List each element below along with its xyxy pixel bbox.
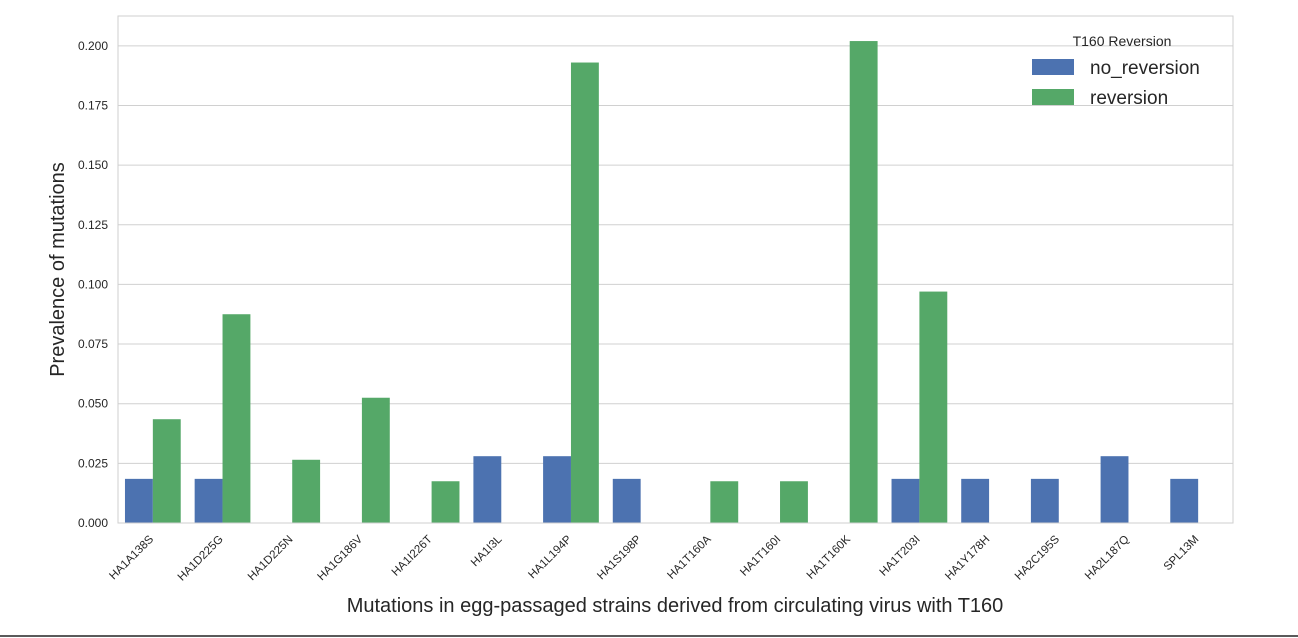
y-tick-label: 0.125 bbox=[78, 218, 108, 232]
bar-no-reversion-ha2l187q bbox=[1100, 456, 1129, 523]
y-tick-label: 0.150 bbox=[78, 158, 108, 172]
bar-no-reversion-ha1l194p bbox=[543, 456, 571, 523]
bar-reversion-ha1a138s bbox=[152, 419, 181, 523]
bar-reversion-ha1l194p bbox=[570, 62, 599, 523]
y-tick-label: 0.025 bbox=[78, 456, 108, 470]
bar-no-reversion-spl13m bbox=[1170, 478, 1199, 523]
y-tick-label: 0.175 bbox=[78, 98, 108, 112]
x-tick-labels: HA1A138S HA1D225G HA1D225N HA1G186V HA1I226T… bbox=[107, 533, 1201, 583]
bar-no-reversion-ha2c195s bbox=[1030, 478, 1059, 523]
y-tick-label: 0.075 bbox=[78, 337, 108, 351]
x-tick-label: HA1T160A bbox=[665, 533, 713, 581]
bar-no-reversion-ha1y178h bbox=[961, 478, 990, 523]
plot-frame bbox=[117, 15, 1234, 524]
legend-label-no-reversion: no_reversion bbox=[1090, 58, 1200, 79]
x-axis-label: Mutations in egg-passaged strains derive… bbox=[347, 595, 1004, 617]
x-tick-label: SPL13M bbox=[1162, 533, 1202, 573]
x-tick-label: HA1L194P bbox=[526, 533, 574, 581]
bar-reversion-ha1t160i bbox=[780, 481, 808, 523]
legend-title: T160 Reversion bbox=[1073, 33, 1172, 49]
bar-reversion-ha1t160a bbox=[710, 481, 739, 523]
x-tick-label: HA1S198P bbox=[595, 533, 644, 582]
x-tick-label: HA2C195S bbox=[1013, 533, 1062, 582]
bar-no-reversion-ha1i3l bbox=[473, 456, 502, 523]
legend-items: no_reversion reversion bbox=[1032, 58, 1200, 109]
x-tick-label: HA1D225N bbox=[246, 533, 296, 583]
y-axis-label: Prevalence of mutations bbox=[47, 162, 69, 377]
x-tick-label: HA1T160I bbox=[738, 533, 783, 578]
x-tick-label: HA1G186V bbox=[316, 533, 366, 583]
x-tick-label: HA1I226T bbox=[390, 533, 435, 578]
legend: T160 Reversion no_reversion reversion bbox=[1032, 33, 1200, 109]
y-tick-label: 0.100 bbox=[78, 277, 108, 291]
x-tick-label: HA1I3L bbox=[469, 533, 505, 569]
bar-reversion-ha1g186v bbox=[361, 397, 390, 523]
legend-label-reversion: reversion bbox=[1090, 88, 1168, 109]
window-bottom-border bbox=[0, 635, 1298, 637]
bar-no-reversion-ha1s198p bbox=[612, 478, 641, 523]
x-tick-label: HA1Y178H bbox=[943, 533, 992, 582]
gridlines bbox=[118, 45, 1233, 524]
bar-reversion-ha1i226t bbox=[431, 481, 460, 523]
legend-swatch-reversion bbox=[1032, 89, 1074, 105]
bar-no-reversion-ha1d225g bbox=[194, 478, 223, 523]
bar-reversion-ha1t160k bbox=[849, 41, 878, 524]
y-tick-label: 0.200 bbox=[78, 39, 108, 53]
x-tick-label: HA1T203I bbox=[878, 533, 923, 578]
bars bbox=[124, 41, 1199, 524]
y-tick-labels: 0.000 0.025 0.050 0.075 0.100 0.125 0.150 0.175… bbox=[78, 39, 108, 530]
bar-reversion-ha1d225g bbox=[222, 314, 251, 523]
legend-swatch-no-reversion bbox=[1032, 59, 1074, 75]
y-tick-label: 0.050 bbox=[78, 397, 108, 411]
x-tick-label: HA1T160K bbox=[805, 533, 853, 581]
x-tick-label: HA1A138S bbox=[107, 533, 156, 582]
x-tick-label: HA1D225G bbox=[176, 533, 226, 583]
bar-no-reversion-ha1t203i bbox=[891, 478, 920, 523]
bar-reversion-ha1t203i bbox=[919, 291, 948, 523]
x-tick-label: HA2L187Q bbox=[1083, 533, 1132, 582]
y-tick-label: 0.000 bbox=[78, 516, 108, 530]
bar-no-reversion-ha1a138s bbox=[124, 478, 153, 523]
bar-reversion-ha1d225n bbox=[292, 459, 321, 523]
